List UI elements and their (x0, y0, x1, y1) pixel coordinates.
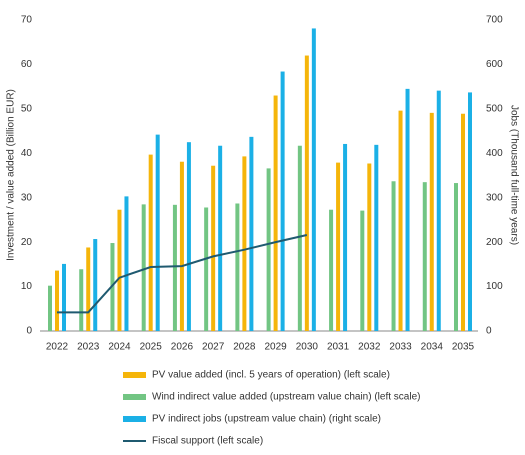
bar (79, 269, 84, 331)
bar (280, 71, 285, 331)
x-tick-label: 2035 (452, 342, 475, 353)
bar (436, 90, 441, 332)
bar (179, 161, 184, 331)
y-tick-label: 60 (21, 59, 33, 70)
x-tick-label: 2027 (202, 342, 225, 353)
bar (398, 110, 403, 332)
x-tick-label: 2031 (327, 342, 350, 353)
y2-tick-label: 500 (486, 103, 503, 114)
y-tick-label: 50 (21, 103, 33, 114)
x-tick-label: 2034 (421, 342, 444, 353)
bar (391, 181, 396, 331)
bar (204, 207, 209, 331)
x-tick-label: 2024 (108, 342, 131, 353)
y2-tick-label: 100 (486, 281, 503, 292)
bar (155, 134, 160, 331)
bar (297, 145, 302, 331)
x-tick-label: 2030 (296, 342, 319, 353)
bar (422, 182, 427, 331)
y-tick-label: 70 (21, 15, 33, 26)
bar (405, 88, 410, 331)
bar (343, 143, 348, 331)
y-tick-label: 10 (21, 281, 33, 292)
legend-label: Fiscal support (left scale) (152, 436, 263, 447)
x-tick-label: 2029 (264, 342, 287, 353)
bar (266, 168, 271, 331)
y2-tick-label: 700 (486, 15, 503, 26)
legend-label: PV indirect jobs (upstream value chain) … (152, 414, 381, 425)
y2-axis-title: Jobs (Thousand full-time years) (508, 105, 519, 245)
legend-swatch (123, 372, 146, 378)
legend-label: Wind indirect value added (upstream valu… (152, 392, 420, 403)
y-axis-title: Investment / value added (Billion EUR) (6, 89, 17, 261)
legend-label: PV value added (incl. 5 years of operati… (152, 370, 390, 381)
bar (374, 144, 379, 331)
bar (235, 203, 240, 331)
x-tick-label: 2028 (233, 342, 256, 353)
x-tick-label: 2023 (77, 342, 100, 353)
bar (468, 92, 472, 331)
bar (110, 243, 115, 331)
bar (86, 247, 91, 331)
bar (141, 204, 146, 331)
legend-swatch (123, 416, 146, 422)
bar (360, 210, 365, 331)
legend-swatch (123, 394, 146, 400)
y-tick-label: 40 (21, 148, 33, 159)
bar (454, 183, 458, 331)
bar (117, 209, 122, 331)
y-tick-label: 20 (21, 237, 33, 248)
y2-tick-label: 0 (486, 326, 492, 337)
y2-tick-label: 400 (486, 148, 503, 159)
x-tick-label: 2033 (389, 342, 412, 353)
x-tick-label: 2032 (358, 342, 381, 353)
bar (367, 163, 372, 331)
bar (242, 156, 247, 331)
y-tick-label: 30 (21, 192, 33, 203)
bar (429, 112, 434, 331)
bar (304, 55, 309, 332)
bar (249, 136, 254, 331)
line (57, 234, 308, 314)
bar (62, 263, 66, 331)
bar (329, 209, 334, 331)
x-tick-label: 2026 (171, 342, 194, 353)
bar (48, 285, 52, 331)
y2-tick-label: 200 (486, 237, 503, 248)
y-tick-label: 0 (26, 326, 32, 337)
bar (186, 142, 191, 331)
bar (172, 204, 177, 331)
bar (124, 196, 129, 331)
bar (148, 154, 153, 331)
bar (218, 145, 223, 331)
x-tick-label: 2025 (140, 342, 163, 353)
bar (273, 95, 278, 332)
x-tick-label: 2022 (46, 342, 69, 353)
bar (211, 165, 216, 331)
bar (93, 239, 98, 331)
bar (336, 162, 341, 331)
bar (311, 28, 316, 331)
y2-tick-label: 300 (486, 192, 503, 203)
y2-tick-label: 600 (486, 59, 503, 70)
bar (461, 113, 465, 331)
bar (55, 270, 59, 331)
